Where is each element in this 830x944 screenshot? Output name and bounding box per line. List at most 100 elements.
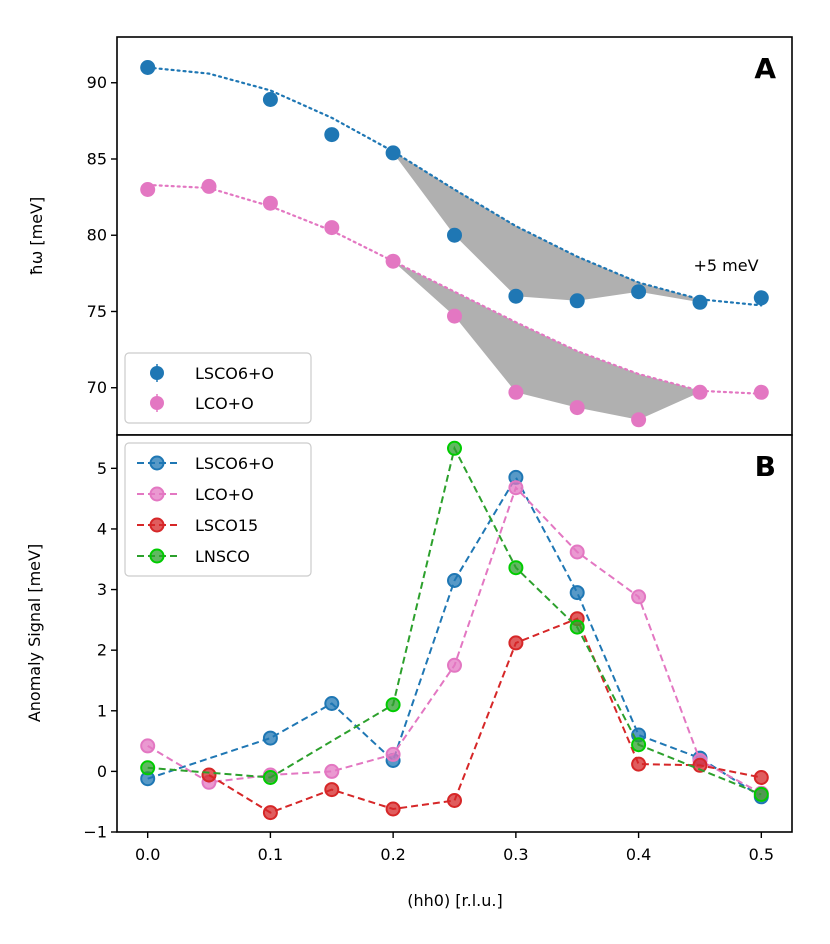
point-b-lsco15-8: [692, 757, 708, 773]
point-b-lsco15-4: [447, 793, 462, 808]
point-b-lco-o-8: [631, 589, 647, 605]
point-b-lco-o-3: [324, 763, 340, 779]
point-a-lco-o-5: [447, 308, 462, 324]
panel-b-y-axis-label: Anomaly Signal [meV]: [25, 544, 44, 722]
point-b-lnsco-4: [508, 560, 524, 576]
point-b-lnsco-0: [140, 760, 156, 776]
panel-a-points: [140, 60, 769, 428]
fit-curve-lsco6-o: [146, 66, 763, 307]
point-b-lco-o-0: [140, 738, 156, 754]
panel-b-y-ticks: −1 0 1 2 3 4 5: [83, 459, 117, 842]
legend-b-lco-label: LCO+O: [195, 485, 254, 504]
point-b-lsco15-7: [631, 756, 647, 772]
series-lsco15: [201, 611, 769, 821]
shaded-region-lsco6-o: [393, 151, 700, 303]
legend-a-lsco6-label: LSCO6+O: [195, 364, 274, 383]
x-tick-label-0: 0.0: [135, 845, 160, 864]
y-tick-label-b-6: 5: [97, 459, 107, 478]
point-a-lco-o-3: [324, 220, 340, 236]
line-lsco15: [208, 617, 762, 814]
line-lsco6-o: [147, 475, 762, 798]
point-b-lco-o-7: [569, 544, 585, 560]
y-tick-label-a-4: 90: [87, 73, 107, 92]
point-b-lnsco-2: [385, 697, 401, 713]
point-b-lsco6-o-1: [262, 730, 278, 746]
series-lnsco: [140, 440, 769, 802]
x-tick-label-5: 0.5: [749, 845, 774, 864]
legend-b-lsco15-marker: [149, 517, 165, 533]
fit-curve-lco-o: [146, 183, 763, 395]
point-b-lnsco-3: [447, 440, 462, 456]
point-a-lco-o-4: [385, 253, 401, 269]
panel-a: 70 75 80 85 90 A +5 meV ħω [meV] LSCO6+O LCO…: [27, 36, 793, 436]
point-a-lsco6-o-0: [140, 60, 156, 75]
point-a-lsco6-o-2: [324, 127, 340, 143]
legend-b-lsco6-label: LSCO6+O: [195, 454, 274, 473]
series-lco-o: [140, 480, 769, 801]
legend-a-lco-label: LCO+O: [195, 394, 254, 413]
point-a-lco-o-9: [692, 384, 708, 400]
x-tick-label-2: 0.2: [380, 845, 405, 864]
point-a-lsco6-o-3: [385, 145, 401, 161]
y-tick-label-a-0: 70: [87, 378, 107, 397]
point-a-lsco6-o-9: [753, 290, 769, 306]
point-b-lsco15-5: [508, 635, 524, 651]
y-tick-label-a-3: 85: [87, 149, 107, 168]
point-a-lco-o-7: [569, 400, 585, 416]
line-lnsco: [147, 445, 762, 796]
point-b-lco-o-4: [385, 746, 401, 762]
panel-b-series: [140, 440, 769, 821]
y-tick-label-b-4: 3: [97, 580, 107, 599]
panel-a-y-axis-label: ħω [meV]: [27, 197, 46, 275]
legend-b-lco-marker: [149, 486, 165, 502]
x-tick-label-3: 0.3: [503, 845, 528, 864]
point-a-lco-o-6: [508, 384, 524, 400]
point-a-lco-o-1: [201, 178, 217, 194]
point-a-lco-o-10: [753, 384, 769, 400]
point-b-lco-o-6: [508, 480, 524, 496]
point-a-lsco6-o-6: [569, 293, 585, 309]
x-axis-label: (hh0) [r.l.u.]: [407, 891, 502, 910]
point-b-lnsco-6: [631, 737, 647, 753]
panel-a-legend: LSCO6+O LCO+O: [124, 352, 312, 424]
point-a-lco-o-2: [262, 195, 278, 211]
legend-b-lnsco-marker: [149, 548, 165, 564]
legend-b-lnsco-label: LNSCO: [195, 547, 250, 566]
point-b-lnsco-1: [262, 770, 278, 785]
point-a-lsco6-o-4: [447, 227, 462, 243]
point-b-lsco6-o-6: [569, 585, 585, 601]
panel-b-x-ticks: 0.0 0.1 0.2 0.3 0.4 0.5: [135, 832, 774, 864]
y-tick-label-b-2: 1: [97, 701, 107, 720]
panel-b: −1 0 1 2 3 4 5 0.0 0.1 0.2 0.3 0.4 0.5 B Anomaly Si…: [25, 434, 793, 910]
panel-a-shaded-regions: [393, 151, 700, 420]
point-b-lsco6-o-4: [447, 573, 462, 588]
point-b-lsco15-1: [262, 805, 278, 821]
point-a-lsco6-o-5: [508, 288, 524, 304]
legend-a-lco-marker: [150, 396, 164, 410]
point-a-lco-o-0: [140, 182, 156, 197]
panel-b-legend-box: [124, 442, 312, 577]
y-tick-label-b-3: 2: [97, 641, 107, 660]
y-tick-label-a-1: 75: [87, 302, 107, 321]
y-tick-label-a-2: 80: [87, 226, 107, 245]
point-a-lco-o-8: [631, 412, 647, 428]
point-a-lsco6-o-8: [692, 294, 708, 310]
point-a-lsco6-o-7: [631, 284, 647, 300]
point-b-lsco15-2: [324, 782, 340, 798]
panel-a-label: A: [754, 52, 776, 85]
offset-annotation: +5 meV: [693, 256, 758, 275]
panel-a-y-ticks: 70 75 80 85 90: [87, 73, 117, 397]
y-tick-label-b-0: −1: [83, 823, 107, 842]
panel-b-legend: LSCO6+O LCO+O LSCO15 LNSCO: [124, 442, 312, 577]
point-b-lsco15-0: [201, 767, 217, 783]
point-b-lnsco-5: [569, 619, 585, 635]
panel-a-legend-box: [124, 352, 312, 424]
shaded-region-lco-o: [393, 261, 700, 420]
legend-a-lsco6-marker: [150, 366, 164, 380]
y-tick-label-b-1: 0: [97, 762, 107, 781]
y-tick-label-b-5: 4: [97, 519, 107, 538]
legend-b-lsco6-marker: [149, 455, 165, 471]
point-b-lnsco-7: [753, 786, 769, 802]
